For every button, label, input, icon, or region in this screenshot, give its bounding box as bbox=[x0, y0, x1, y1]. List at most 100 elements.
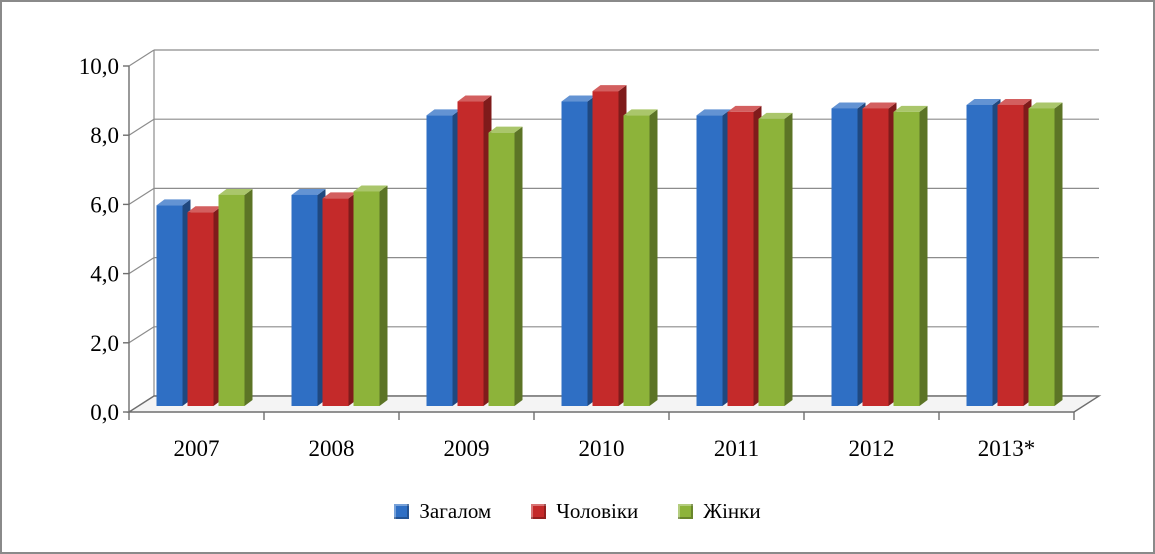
bar-front bbox=[322, 198, 349, 406]
bar-side bbox=[244, 188, 253, 406]
bar-Чоловіки-2008 bbox=[322, 192, 357, 406]
y-tick-label: 8,0 bbox=[90, 123, 119, 148]
legend-swatch-women bbox=[678, 504, 694, 519]
x-tick-label: 2012 bbox=[849, 436, 895, 461]
bar-side bbox=[514, 126, 523, 406]
bar-front bbox=[862, 108, 889, 406]
bar-side bbox=[919, 105, 928, 407]
bar-top bbox=[727, 105, 762, 112]
bar-front bbox=[997, 104, 1024, 406]
x-tick-label: 2010 bbox=[579, 436, 625, 461]
bar-top bbox=[1028, 102, 1063, 109]
legend-swatch-men bbox=[531, 504, 547, 519]
bar-Чоловіки-2007 bbox=[187, 206, 222, 406]
gridline-depth bbox=[128, 118, 155, 136]
bar-side bbox=[784, 112, 793, 406]
bar-top bbox=[187, 206, 222, 213]
y-tick-label: 4,0 bbox=[90, 262, 119, 287]
bar-Жінки-2013* bbox=[1028, 102, 1063, 406]
bar-front bbox=[426, 115, 453, 407]
y-tick-label: 2,0 bbox=[90, 331, 119, 356]
gridline-depth bbox=[128, 49, 155, 67]
bar-Жінки-2011 bbox=[758, 112, 793, 406]
bar-Жінки-2007 bbox=[218, 188, 253, 406]
bar-front bbox=[457, 101, 484, 407]
x-tick-label: 2008 bbox=[309, 436, 355, 461]
bar-front bbox=[488, 132, 515, 406]
legend-label-women: Жінки bbox=[703, 499, 761, 523]
y-tick-label: 0,0 bbox=[90, 400, 119, 425]
bar-top bbox=[322, 192, 357, 199]
bar-top bbox=[831, 102, 866, 109]
bar-Чоловіки-2013* bbox=[997, 98, 1032, 406]
bar-front bbox=[758, 118, 785, 406]
bar-front bbox=[187, 212, 214, 406]
bar-Чоловіки-2009 bbox=[457, 95, 492, 407]
x-tick-label: 2011 bbox=[714, 436, 759, 461]
bar-side bbox=[1054, 102, 1063, 406]
bar-Загалом-2007 bbox=[156, 199, 191, 406]
axis-layer: 0,0 2,0 4,0 6,0 8,0 10,0 2007 2008 2009 2010 2011 2… bbox=[79, 54, 1075, 461]
legend-swatch-total bbox=[394, 504, 410, 519]
gridline-depth bbox=[128, 257, 155, 275]
bar-top bbox=[561, 95, 596, 102]
bar-front bbox=[831, 108, 858, 406]
legend-item-total: Загалом bbox=[394, 499, 491, 524]
gridline-depth bbox=[128, 187, 155, 205]
bar-top bbox=[218, 188, 253, 195]
bar-Жінки-2010 bbox=[623, 109, 658, 407]
bar-top bbox=[291, 188, 326, 195]
bar-front bbox=[966, 104, 993, 406]
bar-Загалом-2009 bbox=[426, 109, 461, 407]
bar-Загалом-2012 bbox=[831, 102, 866, 406]
bar-front bbox=[218, 194, 245, 406]
bar-Чоловіки-2010 bbox=[592, 85, 627, 406]
y-tick-label: 10,0 bbox=[79, 54, 119, 79]
bar-top bbox=[696, 109, 731, 116]
gridline-depth bbox=[128, 326, 155, 344]
x-tick-label: 2013* bbox=[978, 436, 1036, 461]
bar-top bbox=[966, 98, 1001, 105]
bar-front bbox=[156, 205, 183, 406]
bar-Чоловіки-2012 bbox=[862, 102, 897, 406]
bar-top bbox=[353, 185, 388, 192]
bar-front bbox=[893, 111, 920, 407]
bar-Загалом-2013* bbox=[966, 98, 1001, 406]
bar-Чоловіки-2011 bbox=[727, 105, 762, 407]
bar-front bbox=[592, 91, 619, 406]
legend-label-total: Загалом bbox=[419, 499, 492, 523]
legend-item-women: Жінки bbox=[678, 499, 761, 524]
bar-top bbox=[623, 109, 658, 116]
legend-item-men: Чоловіки bbox=[531, 499, 638, 524]
bar-front bbox=[1028, 108, 1055, 406]
bar-top bbox=[488, 126, 523, 133]
bar-front bbox=[561, 101, 588, 407]
bar-top bbox=[758, 112, 793, 119]
bar-Жінки-2008 bbox=[353, 185, 388, 406]
bar-top bbox=[997, 98, 1032, 105]
bar-top bbox=[893, 105, 928, 112]
bar-top bbox=[862, 102, 897, 109]
bar-front bbox=[291, 194, 318, 406]
legend: Загалом Чоловіки Жінки bbox=[2, 499, 1153, 524]
bar-top bbox=[426, 109, 461, 116]
bar-top bbox=[592, 85, 627, 92]
bar-front bbox=[727, 111, 754, 407]
bar-top bbox=[156, 199, 191, 206]
bar-Загалом-2010 bbox=[561, 95, 596, 407]
bar-Загалом-2008 bbox=[291, 188, 326, 406]
bar-side bbox=[379, 185, 388, 406]
bar-front bbox=[623, 115, 650, 407]
bar-front bbox=[696, 115, 723, 407]
bar-Жінки-2012 bbox=[893, 105, 928, 407]
bar-layer bbox=[156, 85, 1063, 407]
bar-Загалом-2011 bbox=[696, 109, 731, 407]
bar-side bbox=[649, 109, 658, 407]
x-tick-label: 2009 bbox=[444, 436, 490, 461]
y-tick-label: 6,0 bbox=[90, 192, 119, 217]
x-tick-label: 2007 bbox=[174, 436, 220, 461]
bar-Жінки-2009 bbox=[488, 126, 523, 406]
bar-front bbox=[353, 191, 380, 406]
